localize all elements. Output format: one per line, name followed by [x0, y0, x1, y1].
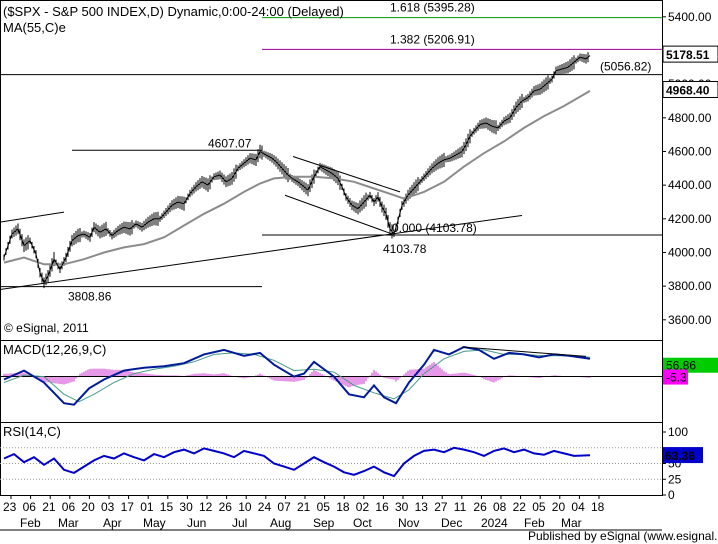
footer-credit: Published by eSignal (www.esignal.com) — [528, 529, 718, 543]
x-tick-label: 04 — [571, 500, 585, 514]
low-label: 4103.78 — [383, 242, 427, 256]
x-month-label: Jun — [187, 516, 206, 530]
x-tick-label: 12 — [199, 500, 213, 514]
x-tick-label: 01 — [140, 500, 154, 514]
price-tag-label: 4968.40 — [666, 83, 710, 97]
rsi-y-tick-label: 100 — [668, 425, 688, 439]
y-tick-label: 4600.00 — [668, 144, 712, 158]
x-month-label: Jul — [232, 516, 247, 530]
y-tick-label: 4400.00 — [668, 178, 712, 192]
resistance-label: (5056.82) — [600, 60, 651, 74]
y-tick-label: 4800.00 — [668, 111, 712, 125]
low2-label: 3808.86 — [68, 290, 112, 304]
x-tick-label: 03 — [101, 500, 115, 514]
macd-tag-box — [663, 357, 718, 373]
x-tick-label: 06 — [62, 500, 76, 514]
price-tag-box — [662, 80, 718, 98]
high-label: 4607.07 — [208, 136, 252, 150]
x-tick-label: 22 — [513, 500, 527, 514]
x-tick-label: 30 — [179, 500, 193, 514]
y-tick-label: 4000.00 — [668, 245, 712, 259]
x-tick-label: 21 — [42, 500, 56, 514]
x-tick-label: 20 — [552, 500, 566, 514]
x-tick-label: 05 — [532, 500, 546, 514]
main-title: ($SPX - S&P 500 INDEX,D) Dynamic,0:00-24… — [3, 4, 344, 19]
y-tick-label: 3800.00 — [668, 279, 712, 293]
fib-1618-label: 1.618 (5395.28) — [390, 1, 475, 15]
macd-tag-label: 56.86 — [666, 359, 696, 373]
x-tick-label: 11 — [454, 500, 467, 514]
short-trendline — [0, 211, 65, 223]
price-line — [3, 55, 591, 284]
macd-line — [3, 345, 591, 406]
x-tick-label: 05 — [317, 500, 331, 514]
x-tick-label: 13 — [415, 500, 429, 514]
x-month-label: Apr — [103, 516, 122, 530]
x-tick-label: 07 — [277, 500, 291, 514]
x-month-label: Oct — [353, 516, 372, 530]
x-tick-label: 20 — [81, 500, 95, 514]
macd-title: MACD(12,26,9,C) — [3, 342, 106, 357]
x-tick-label: 15 — [160, 500, 174, 514]
x-tick-label: 27 — [434, 500, 448, 514]
watermark: © eSignal, 2011 — [4, 321, 89, 335]
y-tick-label: 5400.00 — [668, 10, 712, 24]
long-trendline — [0, 214, 523, 290]
x-tick-label: 16 — [375, 500, 389, 514]
rsi-panel-frame — [0, 422, 663, 496]
x-month-label: Sep — [313, 516, 335, 530]
channel-top-line — [292, 156, 401, 193]
x-tick-label: 17 — [121, 500, 135, 514]
y-tick-label: 3600.00 — [668, 313, 712, 327]
price-tag-label: 5178.51 — [666, 48, 710, 62]
ma-label: MA(55,C)e — [3, 20, 66, 35]
rsi-tag-label: 63.36 — [665, 449, 695, 463]
x-month-label: Feb — [524, 516, 545, 530]
rsi-tag-box — [663, 447, 703, 464]
x-tick-label: 26 — [219, 500, 233, 514]
x-tick-label: 23 — [3, 500, 17, 514]
x-tick-label: 08 — [493, 500, 507, 514]
x-month-label: Nov — [398, 516, 419, 530]
ma55-line — [3, 90, 591, 266]
rsi-title: RSI(14,C) — [3, 424, 61, 439]
price-tag-box — [662, 45, 718, 63]
x-tick-label: 24 — [258, 500, 272, 514]
x-month-label: Feb — [20, 516, 41, 530]
x-month-label: Mar — [58, 516, 79, 530]
x-month-label: Dec — [441, 516, 462, 530]
macd-trendline — [461, 346, 587, 357]
x-month-label: 2024 — [481, 516, 508, 530]
x-tick-label: 02 — [356, 500, 370, 514]
x-tick-label: 18 — [336, 500, 350, 514]
channel-bottom-line — [284, 194, 393, 235]
x-tick-label: 18 — [591, 500, 605, 514]
rsi-line — [3, 446, 591, 478]
x-tick-label: 10 — [238, 500, 252, 514]
rsi-y-tick-label: 25 — [668, 472, 682, 486]
y-tick-label: 4200.00 — [668, 212, 712, 226]
macd-hist-tag-box — [663, 369, 688, 385]
x-month-label: Mar — [561, 516, 582, 530]
rsi-y-tick-label: 0 — [668, 488, 675, 502]
macd-signal-line — [3, 349, 591, 403]
x-tick-label: 21 — [297, 500, 311, 514]
x-month-label: Aug — [270, 516, 291, 530]
x-tick-label: 06 — [23, 500, 37, 514]
x-month-label: May — [143, 516, 166, 530]
fib-1382-label: 1.382 (5206.91) — [390, 32, 475, 46]
macd-hist-tag-label: -5.3 — [666, 371, 687, 385]
x-tick-label: 30 — [395, 500, 409, 514]
x-tick-label: 26 — [473, 500, 487, 514]
